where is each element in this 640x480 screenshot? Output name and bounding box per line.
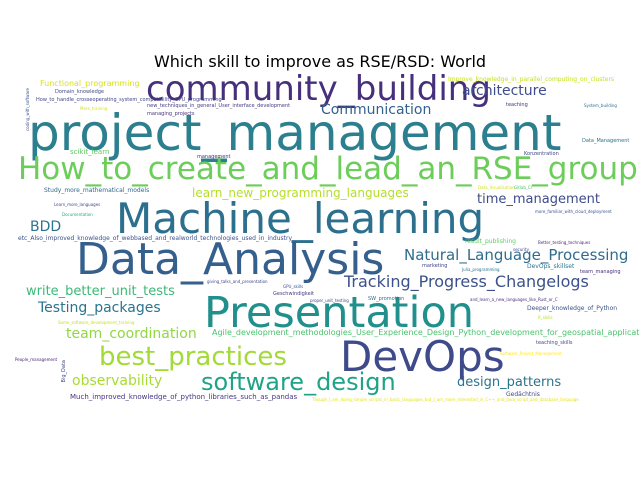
word-ui-development: new_techniques_in_general_User_interface… — [147, 103, 291, 109]
word-best-practices: best_practices — [99, 342, 287, 372]
word-python-libraries: Much_improved_knowledge_of_python_librar… — [70, 393, 298, 401]
word-managing-projects: managing_projects — [147, 111, 195, 117]
word-parallel-computing: Improve_knowledge_in_parallel_computing_… — [448, 76, 615, 83]
word-webbased-technologies: etc_Also_improved_knowledge_of_webbased_… — [18, 235, 293, 242]
word-gedaechtnis: Gedächtnis — [506, 391, 540, 398]
word-community-building: community_building — [146, 69, 491, 109]
word-design-patterns: design_patterns — [457, 375, 562, 390]
word-geschwindigkeit: Geschwindigkeit — [273, 291, 315, 297]
word-gitlab-ci: Gitlab_CI — [514, 185, 532, 190]
word-observability: observability — [72, 373, 163, 389]
word-teaching-skills: teaching_skills — [536, 340, 573, 346]
word-software-design: software_design — [201, 368, 396, 396]
word-mathematical-models: Study_more_mathematical_models — [44, 187, 150, 194]
word-deeper-python: Deeper_knowledge_of_Python — [527, 305, 618, 312]
word-konzentration: Konzentration — [524, 151, 559, 157]
word-agile-development: Agile_development_methodologies_User_Exp… — [212, 328, 640, 337]
word-system-building: System_building — [584, 103, 617, 108]
word-devops: DevOps — [340, 332, 505, 381]
word-cross-os-gpu: How_to_handle_crosseoperating_system_com… — [36, 97, 222, 103]
chart-title: Which skill to improve as RSE/RSD: World — [153, 52, 487, 71]
word-machine-learning: Machine_learning — [116, 194, 485, 243]
word-proper-unit-testing: proper_unit_testing — [310, 298, 349, 303]
word-bdd: BDD — [30, 219, 62, 235]
word-project-management: project_management — [28, 104, 562, 162]
word-functional-programming: Functional_programming — [40, 79, 140, 88]
word-presentation: Presentation — [204, 288, 475, 338]
word-domain-knowledge: Domain_knowledge — [55, 89, 105, 95]
word-cloud-deployment: more_familiar_with_cloud_deployment — [535, 209, 612, 214]
word-tracking-progress-changelogs: Tracking_Progress_Changelogs — [344, 272, 589, 291]
word-learn-new-programming-languages: learn_new_programming_languages — [192, 186, 409, 200]
word-time-management: time_management — [477, 192, 600, 207]
word-write-better-unit-tests: write_better_unit_tests — [26, 284, 175, 299]
word-data-visualisation: Data_Visualisation — [478, 185, 515, 190]
word-gpu-skills: GPU_skills — [283, 284, 304, 289]
word-software-project-mgmt: Software_Project_Management — [500, 351, 562, 356]
word-documentation: Documentation — [62, 212, 93, 217]
word-security: security — [513, 247, 529, 252]
word-better-testing: Better_testing_techniques — [538, 240, 591, 245]
word-sw-promotion: SW_promotion — [368, 296, 405, 302]
word-team-managing: team_managing — [580, 269, 621, 275]
word-team-coordination: team_coordination — [66, 326, 197, 342]
word-communication: Communication — [321, 102, 432, 118]
word-architecture: architecture — [462, 83, 547, 99]
word-big-data: Big_Data — [61, 360, 67, 383]
word-talks-presentation: giving_talks_and_presentation — [207, 279, 268, 284]
word-devops-skillset: DevOps_skillset — [527, 263, 575, 270]
word-data-analysis: Data_Analysis — [76, 234, 385, 285]
word-r-skills: R_skills — [538, 315, 553, 320]
word-julia-programming: Julia_programming — [462, 267, 500, 272]
word-data-management: Data_Management — [582, 138, 630, 144]
word-learn-more-languages: Learn_more_languages — [54, 202, 101, 207]
word-result-publishing: result_publishing — [465, 238, 516, 245]
word-scikit-learn: scikit_learn — [70, 148, 110, 156]
word-coding-with-software: coding_with_software — [25, 88, 30, 132]
word-management: management — [197, 154, 231, 160]
word-people-management: People_management — [15, 357, 58, 362]
word-nlp: Natural_Language_Processing — [404, 246, 629, 264]
word-rust-or-c: and_learn_a_new_languages_like_Rust_or_C — [470, 297, 558, 302]
word-marketing: marketing — [422, 263, 448, 269]
word-teaching: teaching — [506, 102, 528, 108]
word-sw-dev-training: Some_software_development_training — [58, 320, 135, 325]
word-testing-packages: Testing_packages — [38, 300, 161, 316]
word-cpp-java-script: Though_I_am_doing_simple_scripts_in_basi… — [312, 397, 579, 402]
word-how-to-create-rse-group: How_to_create_and_lead_an_RSE_group — [18, 151, 638, 187]
word-more-training: More_training — [80, 106, 108, 111]
